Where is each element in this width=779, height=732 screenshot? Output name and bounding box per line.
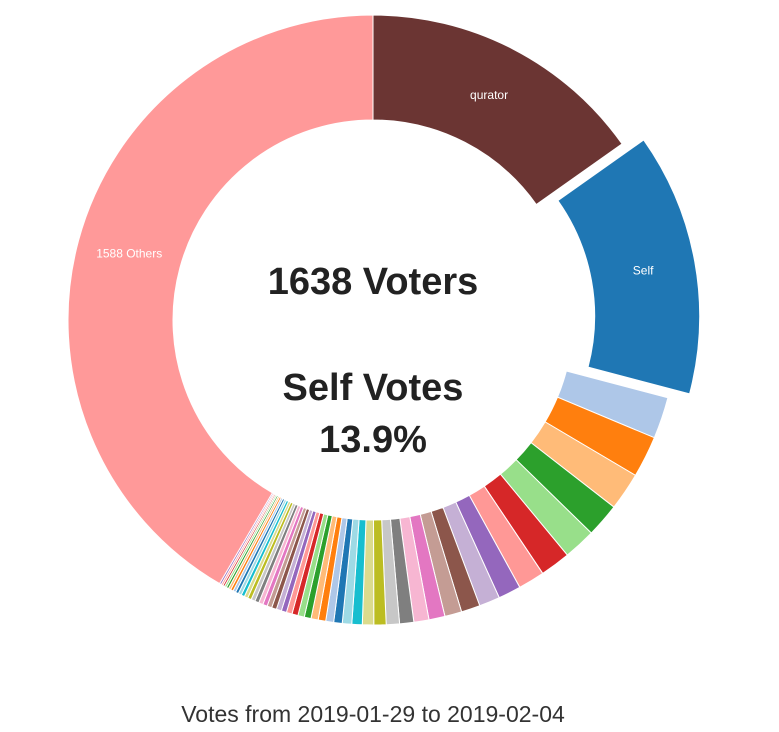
slice bbox=[372, 14, 623, 206]
slice-label: qurator bbox=[470, 88, 508, 102]
center-subtitle: Self Votes bbox=[283, 367, 464, 409]
center-title: 1638 Voters bbox=[268, 261, 479, 303]
slice bbox=[67, 14, 374, 585]
center-value: 13.9% bbox=[319, 419, 427, 461]
caption: Votes from 2019-01-29 to 2019-02-04 bbox=[181, 701, 565, 727]
slice bbox=[557, 139, 701, 395]
slice-label: Self bbox=[633, 263, 654, 277]
slice-label: 1588 Others bbox=[96, 246, 162, 260]
